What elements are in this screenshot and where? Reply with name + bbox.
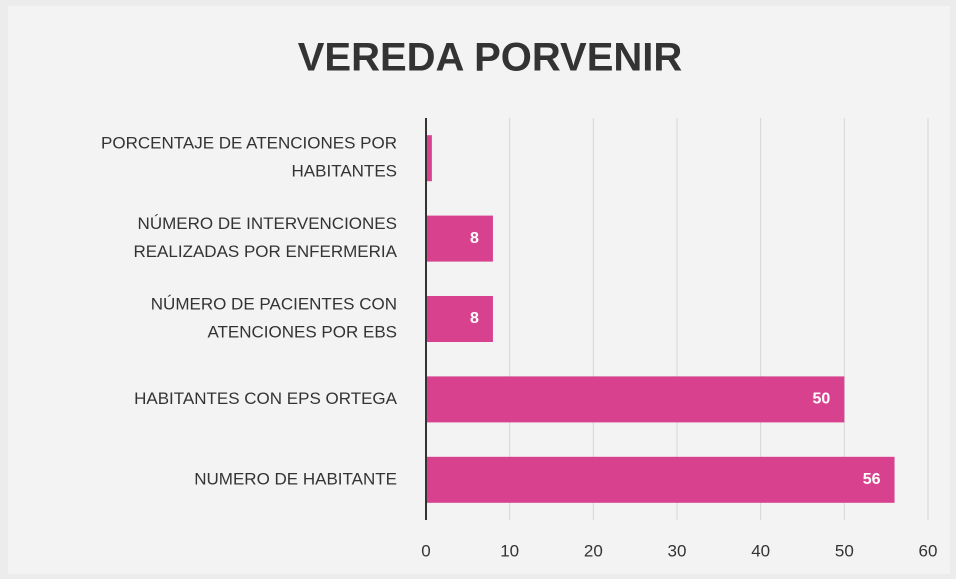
- x-tick-label: 50: [835, 541, 854, 560]
- bar: [426, 215, 493, 262]
- value-label: 8: [470, 310, 479, 327]
- x-tick-label: 10: [500, 541, 519, 560]
- bar: [426, 135, 432, 182]
- y-tick-label: ATENCIONES POR EBS: [207, 322, 397, 341]
- y-tick-label: HABITANTES CON EPS ORTEGA: [134, 389, 398, 408]
- value-label: 50: [813, 391, 831, 408]
- y-tick-label: REALIZADAS POR ENFERMERIA: [133, 242, 397, 261]
- x-tick-label: 0: [421, 541, 430, 560]
- y-tick-label: HABITANTES: [292, 162, 397, 181]
- y-tick-label: NÚMERO DE PACIENTES CON: [151, 294, 397, 313]
- x-tick-label: 20: [584, 541, 603, 560]
- x-tick-label: 30: [668, 541, 687, 560]
- value-label: 8: [470, 230, 479, 247]
- y-tick-label: NUMERO DE HABITANTE: [194, 469, 397, 488]
- y-tick-label: PORCENTAJE DE ATENCIONES POR: [101, 134, 397, 153]
- value-label: 56: [863, 471, 881, 488]
- bar: [426, 456, 895, 503]
- y-tick-label: NÚMERO DE INTERVENCIONES: [138, 214, 397, 233]
- bar: [426, 296, 493, 342]
- chart-title: VEREDA PORVENIR: [298, 36, 683, 80]
- bar: [426, 376, 845, 423]
- x-tick-label: 60: [919, 541, 938, 560]
- x-tick-label: 40: [751, 541, 770, 560]
